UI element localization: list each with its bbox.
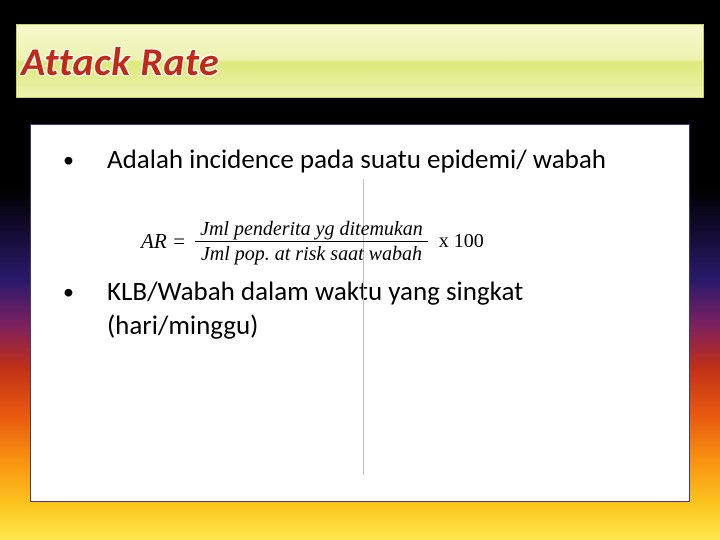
page-title: Attack Rate <box>21 37 219 86</box>
bullet-item-2: • KLB/Wabah dalam waktu yang singkat (ha… <box>63 275 661 343</box>
formula-denominator: Jml pop. at risk saat wabah <box>195 241 428 266</box>
formula-multiplier: x 100 <box>439 230 484 253</box>
bullet-text-1: Adalah incidence pada suatu epidemi/ wab… <box>107 143 661 177</box>
bullet-dot-icon: • <box>63 275 107 309</box>
content-box: • Adalah incidence pada suatu epidemi/ w… <box>30 124 690 502</box>
bullet-item-1: • Adalah incidence pada suatu epidemi/ w… <box>63 143 661 177</box>
formula-lhs: AR = <box>141 229 186 254</box>
bullet-text-2: KLB/Wabah dalam waktu yang singkat (hari… <box>107 275 661 343</box>
formula-fraction: Jml penderita yg ditemukan Jml pop. at r… <box>194 217 429 266</box>
bullet-dot-icon: • <box>63 143 107 177</box>
formula-numerator: Jml penderita yg ditemukan <box>194 217 429 241</box>
formula: AR = Jml penderita yg ditemukan Jml pop.… <box>141 217 484 266</box>
title-box: Attack Rate <box>16 24 704 98</box>
